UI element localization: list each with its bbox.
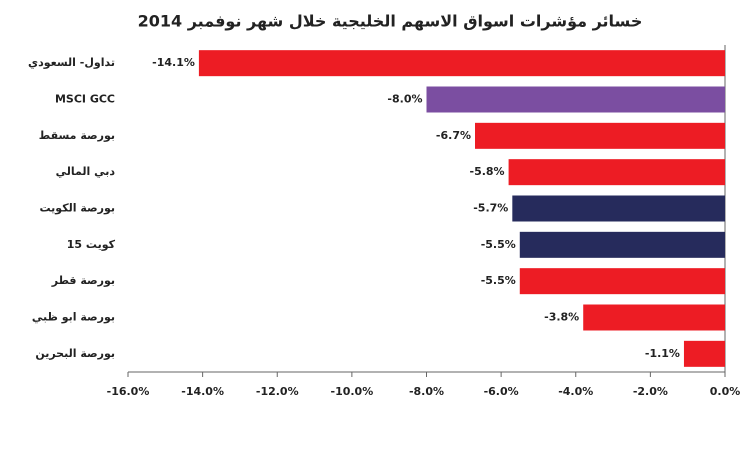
- value-label: -8.0%: [387, 93, 422, 106]
- x-tick-label: -8.0%: [409, 385, 444, 398]
- value-label: -3.8%: [544, 311, 579, 324]
- category-label: تداول- السعودي: [28, 56, 115, 69]
- value-label: -6.7%: [436, 129, 471, 142]
- bar: [519, 231, 725, 258]
- value-label: -5.5%: [481, 238, 516, 251]
- x-tick-label: -10.0%: [331, 385, 374, 398]
- value-label: -5.8%: [470, 165, 505, 178]
- bar: [475, 122, 725, 149]
- value-label: -5.7%: [473, 202, 508, 215]
- x-tick-label: -12.0%: [256, 385, 299, 398]
- value-label: -5.5%: [481, 274, 516, 287]
- x-tick-label: -14.0%: [181, 385, 224, 398]
- value-label: -14.1%: [152, 56, 195, 69]
- bar: [198, 50, 726, 77]
- category-label: بورصة البحرين: [35, 347, 115, 360]
- category-label: بورصة ابو ظبي: [32, 311, 115, 324]
- category-label: MSCI GCC: [55, 93, 115, 106]
- x-tick-label: 0.0%: [710, 385, 741, 398]
- category-label: بورصة مسقط: [39, 129, 115, 142]
- value-label: -1.1%: [645, 347, 680, 360]
- x-tick-label: -2.0%: [633, 385, 668, 398]
- bar: [583, 304, 725, 331]
- bar: [512, 195, 725, 222]
- bar: [683, 340, 725, 367]
- x-tick-label: -16.0%: [107, 385, 150, 398]
- bar: [508, 159, 725, 186]
- category-label: كويت 15: [67, 238, 116, 251]
- category-label: بورصة قطر: [51, 274, 115, 287]
- bar: [426, 86, 725, 113]
- x-tick-label: -4.0%: [558, 385, 593, 398]
- category-label: بورصة الكويت: [40, 202, 115, 215]
- chart-title: خسائر مؤشرات اسواق الاسهم الخليجية خلال …: [138, 12, 643, 31]
- category-label: دبي المالي: [56, 165, 116, 178]
- bar: [519, 268, 725, 295]
- x-tick-label: -6.0%: [484, 385, 519, 398]
